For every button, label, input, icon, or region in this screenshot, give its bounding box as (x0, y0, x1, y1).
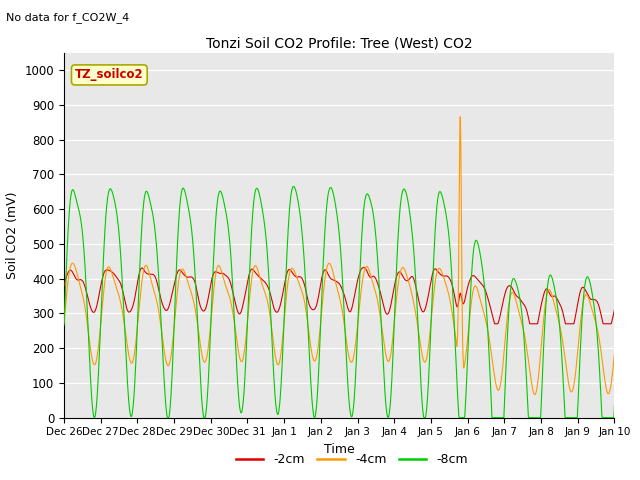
Title: Tonzi Soil CO2 Profile: Tree (West) CO2: Tonzi Soil CO2 Profile: Tree (West) CO2 (206, 36, 472, 50)
X-axis label: Time: Time (324, 443, 355, 456)
Y-axis label: Soil CO2 (mV): Soil CO2 (mV) (6, 192, 19, 279)
Text: No data for f_CO2W_4: No data for f_CO2W_4 (6, 12, 130, 23)
Legend: -2cm, -4cm, -8cm: -2cm, -4cm, -8cm (231, 448, 473, 471)
Text: TZ_soilco2: TZ_soilco2 (75, 69, 143, 82)
